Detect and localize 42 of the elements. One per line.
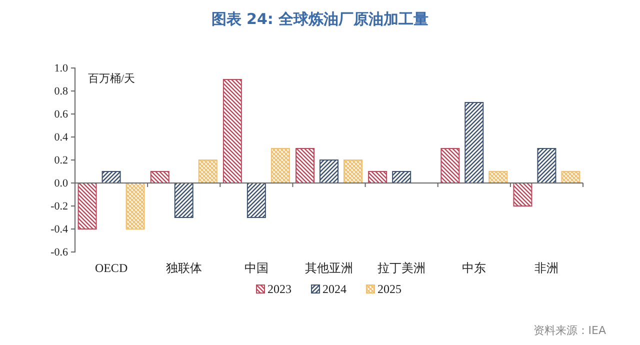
y-tick-label: -0.4 [50, 224, 68, 236]
y-tick-label: 0.2 [54, 154, 68, 167]
x-tick-label: 中国 [244, 261, 268, 275]
bar [174, 182, 194, 218]
bar [320, 160, 338, 184]
x-tick-label: 非洲 [534, 261, 559, 275]
x-tick-label: 独联体 [166, 261, 202, 275]
bar [222, 79, 242, 184]
text: 资料来源：IEA [533, 324, 606, 337]
bar [392, 171, 412, 184]
y-tick-label: 0.6 [54, 108, 68, 121]
y-tick-label: -0.6 [50, 246, 68, 259]
y-axis-title: 百万桶/天 [88, 73, 136, 85]
bar [78, 182, 97, 230]
y-tick-label: 0.0 [54, 178, 68, 190]
y-tick-label: 0.4 [54, 132, 68, 144]
bar [368, 171, 388, 184]
bar [296, 148, 314, 184]
bar [246, 182, 266, 218]
x-tick-label: 拉丁美洲 [378, 261, 426, 275]
legend-label: 2025 [378, 282, 402, 296]
x-tick-label: OECD [94, 261, 128, 275]
bar [270, 148, 290, 184]
bar [344, 160, 362, 184]
bar [440, 148, 460, 184]
chart-title: 图表 24: 全球炼油厂原油加工量 [211, 10, 429, 28]
legend-label: 2024 [322, 282, 346, 296]
x-tick-label: 其他亚洲 [305, 261, 353, 275]
bar [464, 102, 484, 184]
y-tick-label: 0.8 [54, 86, 68, 98]
bar [537, 148, 556, 184]
bar [198, 160, 218, 184]
bar [513, 182, 532, 206]
legend-label: 2023 [268, 282, 292, 296]
bar [561, 171, 580, 184]
bar [102, 171, 121, 184]
bar [150, 171, 170, 184]
bar [488, 171, 508, 184]
bar [126, 182, 145, 230]
x-tick-label: 中东 [462, 261, 486, 275]
y-tick-label: 1.0 [54, 62, 68, 75]
y-tick-label: -0.2 [50, 200, 68, 213]
